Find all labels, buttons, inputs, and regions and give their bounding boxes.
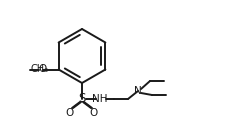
Text: N: N bbox=[134, 86, 142, 96]
Text: O: O bbox=[66, 108, 74, 118]
Text: CH₃: CH₃ bbox=[31, 65, 49, 74]
Text: S: S bbox=[78, 93, 86, 105]
Text: O: O bbox=[90, 108, 98, 118]
Text: NH: NH bbox=[92, 94, 108, 104]
Text: O: O bbox=[38, 65, 47, 74]
